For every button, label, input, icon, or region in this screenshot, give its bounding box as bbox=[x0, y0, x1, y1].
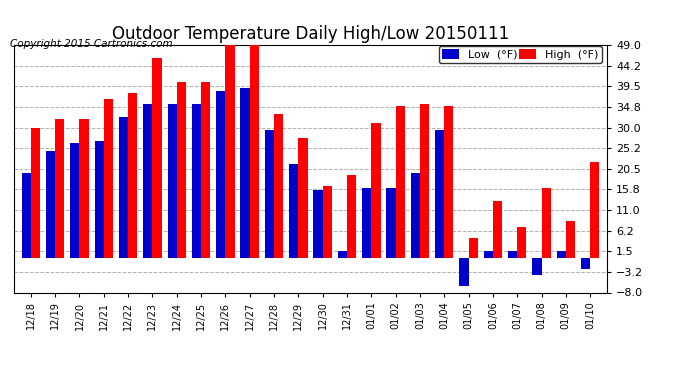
Bar bbox=[95, 141, 103, 258]
Bar bbox=[192, 104, 201, 258]
Text: Copyright 2015 Cartronics.com: Copyright 2015 Cartronics.com bbox=[10, 39, 173, 50]
Bar bbox=[70, 143, 79, 258]
Bar bbox=[347, 175, 356, 258]
Bar bbox=[386, 188, 395, 258]
Bar bbox=[289, 164, 298, 258]
Bar bbox=[469, 238, 477, 258]
Bar bbox=[493, 201, 502, 258]
Bar bbox=[46, 152, 55, 258]
Title: Outdoor Temperature Daily High/Low 20150111: Outdoor Temperature Daily High/Low 20150… bbox=[112, 26, 509, 44]
Bar bbox=[250, 45, 259, 258]
Bar bbox=[298, 138, 308, 258]
Bar bbox=[104, 99, 113, 258]
Bar bbox=[411, 173, 420, 258]
Bar bbox=[395, 106, 405, 258]
Bar bbox=[542, 188, 551, 258]
Bar bbox=[323, 186, 332, 258]
Bar bbox=[119, 117, 128, 258]
Bar bbox=[79, 119, 89, 258]
Bar bbox=[201, 82, 210, 258]
Bar bbox=[435, 130, 444, 258]
Bar bbox=[337, 251, 347, 258]
Bar bbox=[444, 106, 453, 258]
Bar bbox=[484, 251, 493, 258]
Bar bbox=[362, 188, 371, 258]
Bar bbox=[55, 119, 64, 258]
Bar bbox=[168, 104, 177, 258]
Bar bbox=[420, 104, 429, 258]
Bar bbox=[177, 82, 186, 258]
Bar bbox=[21, 173, 31, 258]
Bar bbox=[152, 58, 161, 258]
Bar bbox=[566, 221, 575, 258]
Bar bbox=[518, 227, 526, 258]
Bar bbox=[240, 88, 250, 258]
Bar bbox=[274, 114, 284, 258]
Bar bbox=[557, 251, 566, 258]
Bar bbox=[590, 162, 600, 258]
Bar bbox=[581, 258, 590, 268]
Bar bbox=[313, 190, 323, 258]
Bar bbox=[31, 128, 40, 258]
Bar bbox=[371, 123, 381, 258]
Bar bbox=[508, 251, 518, 258]
Bar bbox=[128, 93, 137, 258]
Bar bbox=[144, 104, 152, 258]
Bar bbox=[460, 258, 469, 286]
Bar bbox=[532, 258, 542, 275]
Bar bbox=[226, 45, 235, 258]
Bar bbox=[216, 91, 226, 258]
Legend: Low  (°F), High  (°F): Low (°F), High (°F) bbox=[439, 46, 602, 63]
Bar bbox=[265, 130, 274, 258]
